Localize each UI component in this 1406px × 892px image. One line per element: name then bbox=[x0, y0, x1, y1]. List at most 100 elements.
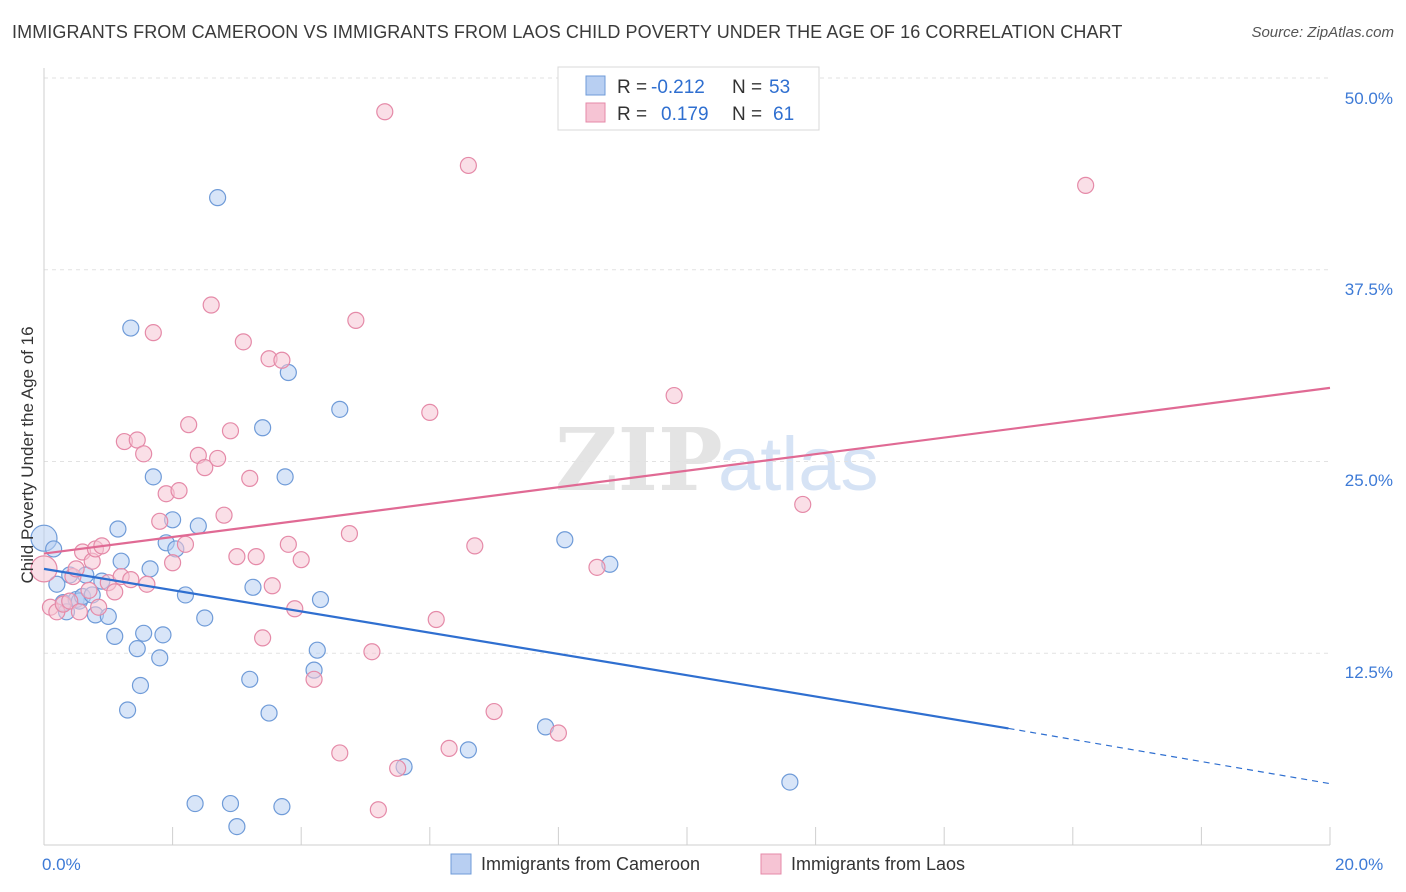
cameroon-point-30 bbox=[186, 794, 204, 813]
y-tick-label-37-5: 37.5% bbox=[1345, 280, 1393, 299]
laos-point-25 bbox=[164, 554, 182, 572]
cameroon-point-2 bbox=[48, 575, 66, 593]
cameroon-point-38 bbox=[254, 419, 272, 437]
cameroon-point-37 bbox=[244, 578, 262, 596]
laos-point-42 bbox=[273, 351, 291, 369]
bottom-legend-label-cameroon: Immigrants from Cameroon bbox=[481, 854, 700, 874]
cameroon-point-25 bbox=[154, 626, 172, 644]
cameroon-point-16 bbox=[112, 552, 130, 570]
laos-point-56 bbox=[440, 739, 458, 757]
legend-r-value-laos: 0.179 bbox=[661, 104, 709, 125]
laos-point-32 bbox=[209, 449, 227, 468]
cameroon-point-29 bbox=[176, 586, 195, 604]
cameroon-point-50 bbox=[556, 531, 574, 549]
cameroon-point-20 bbox=[131, 676, 150, 695]
laos-point-62 bbox=[665, 386, 683, 405]
laos-point-54 bbox=[421, 403, 439, 422]
laos-point-60 bbox=[549, 724, 568, 742]
laos-point-61 bbox=[588, 558, 606, 576]
cameroon-point-46 bbox=[331, 400, 349, 418]
cameroon-point-15 bbox=[109, 520, 127, 538]
cameroon-point-33 bbox=[209, 189, 227, 207]
laos-point-43 bbox=[279, 535, 297, 553]
legend-n-label-cameroon: N = bbox=[732, 77, 762, 98]
laos-point-36 bbox=[234, 333, 252, 351]
cameroon-trend-line bbox=[43, 567, 1009, 730]
cameroon-point-18 bbox=[122, 319, 140, 337]
cameroon-trend-extension bbox=[1008, 727, 1331, 785]
bottom-legend-swatch-cameroon bbox=[450, 853, 472, 875]
x-tick-label-max: 20.0% bbox=[1335, 855, 1383, 874]
y-tick-label-12-5: 12.5% bbox=[1345, 663, 1393, 682]
y-tick-label-50: 50.0% bbox=[1345, 89, 1393, 108]
cameroon-point-44 bbox=[308, 641, 326, 659]
laos-point-52 bbox=[376, 103, 394, 121]
cameroon-point-21 bbox=[135, 624, 153, 642]
axes bbox=[43, 68, 1331, 846]
cameroon-points bbox=[30, 189, 799, 836]
laos-point-7 bbox=[70, 603, 88, 621]
gridlines bbox=[44, 77, 1330, 654]
cameroon-point-24 bbox=[151, 649, 169, 667]
cameroon-point-14 bbox=[106, 627, 124, 645]
cameroon-point-41 bbox=[276, 468, 294, 486]
cameroon-point-1 bbox=[45, 540, 63, 558]
legend-n-value-cameroon: 53 bbox=[769, 77, 790, 98]
laos-point-15 bbox=[106, 583, 124, 601]
laos-point-49 bbox=[347, 311, 365, 329]
cameroon-point-52 bbox=[781, 773, 799, 791]
cameroon-point-36 bbox=[241, 670, 259, 688]
y-tick-label-25: 25.0% bbox=[1345, 471, 1393, 490]
legend-swatch-cameroon bbox=[585, 75, 606, 96]
watermark-atlas: atlas bbox=[718, 422, 879, 507]
laos-point-55 bbox=[427, 610, 445, 629]
cameroon-point-39 bbox=[260, 704, 278, 722]
laos-point-35 bbox=[228, 548, 246, 566]
laos-point-50 bbox=[363, 643, 381, 661]
laos-point-9 bbox=[80, 581, 98, 599]
laos-point-31 bbox=[202, 296, 220, 314]
x-tick-label-min: 0.0% bbox=[42, 855, 81, 874]
correlation-legend: R = -0.212 N = 53 R = 0.179 N = 61 bbox=[557, 66, 820, 131]
laos-point-34 bbox=[221, 422, 240, 440]
cameroon-point-17 bbox=[118, 701, 137, 719]
cameroon-point-31 bbox=[189, 517, 207, 535]
laos-point-30 bbox=[196, 459, 214, 477]
laos-point-64 bbox=[1077, 176, 1095, 194]
series-legend: Immigrants from Cameroon Immigrants from… bbox=[450, 853, 965, 875]
laos-point-38 bbox=[247, 548, 265, 566]
laos-trend-line bbox=[43, 386, 1331, 555]
laos-point-46 bbox=[305, 670, 323, 688]
laos-point-58 bbox=[466, 537, 484, 555]
laos-point-53 bbox=[389, 759, 407, 777]
laos-point-26 bbox=[170, 482, 188, 500]
y-axis-label: Child Poverty Under the Age of 16 bbox=[18, 326, 37, 583]
laos-point-48 bbox=[340, 524, 359, 543]
cameroon-point-45 bbox=[311, 590, 330, 609]
laos-point-12 bbox=[90, 598, 108, 616]
watermark-zip: ZIP bbox=[555, 410, 723, 511]
cameroon-point-48 bbox=[459, 741, 477, 759]
chart-title: IMMIGRANTS FROM CAMEROON VS IMMIGRANTS F… bbox=[12, 22, 1123, 42]
cameroon-point-22 bbox=[141, 560, 159, 578]
legend-n-label-laos: N = bbox=[732, 104, 762, 125]
cameroon-point-35 bbox=[228, 817, 246, 836]
source-attribution: Source: ZipAtlas.com bbox=[1251, 24, 1394, 41]
laos-point-59 bbox=[485, 702, 503, 721]
laos-point-45 bbox=[292, 551, 310, 569]
laos-point-39 bbox=[254, 629, 272, 647]
legend-r-label-laos: R = bbox=[617, 104, 647, 125]
cameroon-point-19 bbox=[128, 640, 146, 658]
cameroon-point-34 bbox=[221, 794, 240, 813]
legend-n-value-laos: 61 bbox=[773, 104, 794, 125]
laos-point-19 bbox=[128, 431, 146, 449]
legend-swatch-laos bbox=[585, 102, 606, 123]
cameroon-point-32 bbox=[196, 609, 214, 627]
laos-point-28 bbox=[180, 416, 198, 434]
laos-point-33 bbox=[215, 506, 233, 524]
laos-point-41 bbox=[263, 577, 281, 595]
trend-lines bbox=[43, 386, 1331, 785]
laos-point-4 bbox=[61, 592, 79, 610]
legend-r-value-cameroon: -0.212 bbox=[651, 77, 705, 98]
